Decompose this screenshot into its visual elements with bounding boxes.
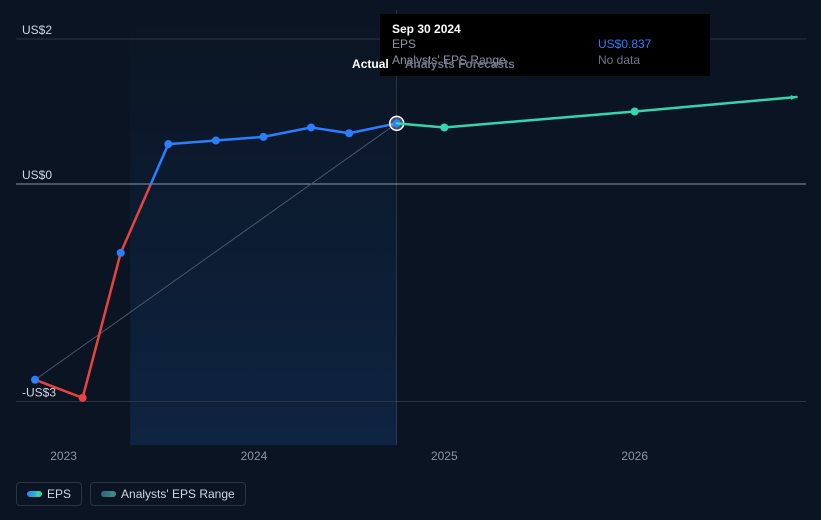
tooltip-date: Sep 30 2024	[392, 22, 698, 36]
tooltip-row-value: No data	[578, 52, 698, 68]
legend-item[interactable]: Analysts' EPS Range	[90, 482, 246, 506]
eps-marker[interactable]	[212, 137, 220, 145]
y-axis-label: US$0	[22, 168, 52, 182]
tooltip-row-label: EPS	[392, 36, 578, 52]
legend-label: EPS	[47, 487, 71, 501]
section-label-actual: Actual	[352, 57, 389, 71]
chart-svg[interactable]: US$2 US$0 -US$3 2023 2024 2025 2026	[0, 0, 821, 520]
legend-swatch	[101, 491, 115, 497]
x-axis-label: 2023	[50, 449, 77, 463]
eps-marker[interactable]	[259, 133, 267, 141]
eps-chart: US$2 US$0 -US$3 2023 2024 2025 2026 Sep 30 202…	[0, 0, 821, 520]
x-axis-label: 2026	[621, 449, 648, 463]
eps-marker[interactable]	[31, 376, 39, 384]
eps-marker[interactable]	[117, 249, 125, 257]
eps-marker[interactable]	[345, 129, 353, 137]
section-label-forecast: Analysts Forecasts	[405, 57, 515, 71]
legend-swatch	[27, 491, 41, 497]
x-axis-label: 2025	[431, 449, 458, 463]
y-axis-label: -US$3	[22, 386, 56, 400]
legend-item[interactable]: EPS	[16, 482, 82, 506]
forecast-marker[interactable]	[631, 108, 639, 116]
y-axis-label: US$2	[22, 23, 52, 37]
eps-marker[interactable]	[307, 123, 315, 131]
legend: EPS Analysts' EPS Range	[16, 482, 246, 506]
forecast-marker[interactable]	[440, 123, 448, 131]
legend-label: Analysts' EPS Range	[121, 487, 235, 501]
eps-marker[interactable]	[79, 394, 87, 402]
tooltip-row-value: US$0.837	[578, 36, 698, 52]
x-axis-label: 2024	[241, 449, 268, 463]
eps-marker[interactable]	[164, 140, 172, 148]
